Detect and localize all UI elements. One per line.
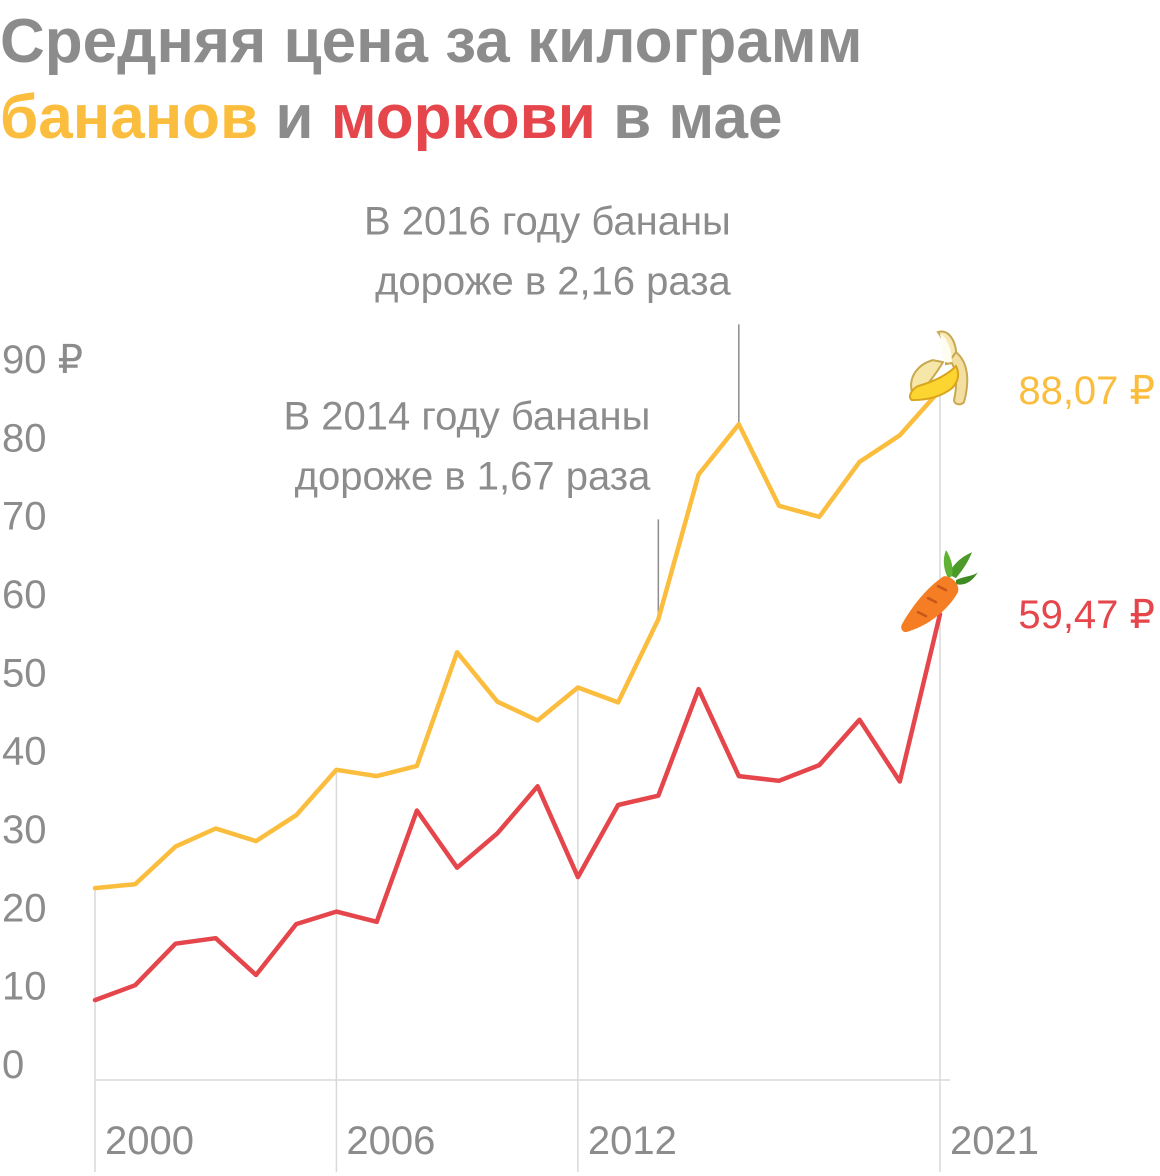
annotations: В 2016 году бананы дороже в 2,16 раза В 20…: [283, 199, 740, 620]
end-labels: 88,07 ₽ 59,47 ₽: [1018, 369, 1155, 637]
y-tick-label: 70: [2, 495, 47, 539]
annotation-2014-line-2: дороже в 1,67 раза: [295, 454, 651, 498]
x-tick-label: 2000: [105, 1119, 194, 1163]
x-tick-label: 2012: [588, 1119, 677, 1163]
y-tick-label: 80: [2, 416, 47, 460]
annotation-2016-line-2: дороже в 2,16 раза: [375, 259, 731, 303]
y-tick-label: 20: [2, 886, 47, 930]
grid-layer: [94, 390, 950, 1172]
title-suffix: в мае: [595, 83, 783, 152]
carrot-price-line: [92, 611, 943, 1003]
chart-title: Средняя цена за килограмм бананов и морк…: [0, 4, 862, 156]
y-axis-labels: 0 10 20 30 40 50 60 70 80 90 ₽: [2, 338, 83, 1087]
x-tick-label: 2021: [950, 1119, 1039, 1163]
banana-end-value-label: 88,07 ₽: [1018, 369, 1155, 413]
title-connector: и: [258, 83, 331, 152]
x-axis-labels: 2000 2006 2012 2021: [105, 1119, 1039, 1163]
title-banana-word: бананов: [0, 83, 259, 152]
carrot-end-value-label: 59,47 ₽: [1018, 593, 1155, 637]
title-carrot-word: моркови: [330, 83, 596, 152]
x-tick-label: 2006: [346, 1119, 435, 1163]
y-tick-label: 40: [2, 730, 47, 774]
y-tick-label: 10: [2, 965, 47, 1009]
y-tick-label: 60: [2, 573, 47, 617]
annotation-2016-line-1: В 2016 году бананы: [364, 199, 731, 243]
y-tick-label: 50: [2, 651, 47, 695]
banana-price-line: [92, 387, 943, 891]
y-tick-label: 90 ₽: [2, 338, 83, 382]
series-layer: [92, 387, 943, 1003]
annotation-2014-line-1: В 2014 году бананы: [283, 394, 650, 438]
y-tick-label: 30: [2, 808, 47, 852]
y-tick-label: 0: [2, 1043, 24, 1087]
banana-icon: [909, 330, 969, 406]
title-line-1: Средняя цена за килограмм: [0, 7, 863, 76]
